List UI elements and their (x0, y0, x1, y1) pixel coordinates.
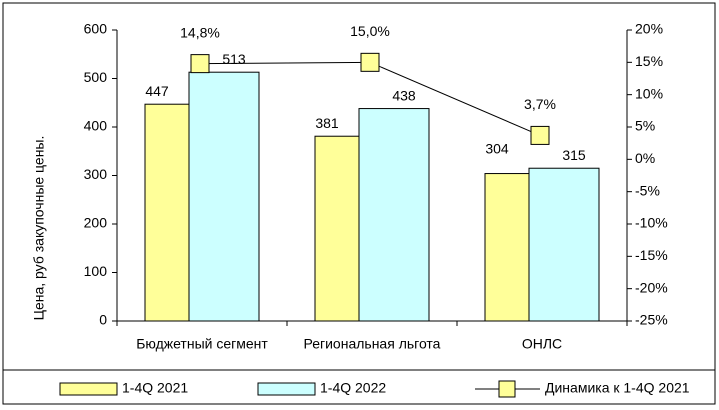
legend-label: 1-4Q 2021 (122, 380, 188, 396)
bar-value-label: 381 (315, 115, 339, 131)
legend-swatch (257, 382, 316, 396)
bar (188, 71, 260, 322)
y-tick-label: 0 (99, 312, 107, 328)
legend-label: Динамика к 1-4Q 2021 (545, 380, 690, 396)
bar-value-label: 304 (485, 140, 509, 156)
bar-value-label: 447 (145, 83, 169, 99)
bar (484, 173, 530, 322)
y-tick-label: 600 (84, 21, 108, 37)
y2-tick-label: -15% (635, 247, 668, 263)
bar (528, 167, 600, 322)
y2-tick-label: 5% (635, 118, 655, 134)
line-marker (530, 125, 550, 145)
y-tick-label: 200 (84, 215, 108, 231)
y-tick-label: 100 (84, 263, 108, 279)
legend-swatch (498, 380, 516, 398)
y2-tick-label: -10% (635, 215, 668, 231)
y2-tick-label: -25% (635, 312, 668, 328)
line-marker (360, 52, 380, 72)
y2-tick-label: 10% (635, 85, 663, 101)
y2-tick-label: 15% (635, 53, 663, 69)
y2-tick-label: -20% (635, 279, 668, 295)
y-tick-label: 400 (84, 118, 108, 134)
line-value-label: 3,7% (524, 96, 556, 112)
bar (314, 135, 360, 322)
legend-frame (2, 369, 716, 405)
y2-tick-label: -5% (635, 182, 660, 198)
bar-value-label: 315 (562, 147, 586, 163)
line-marker (190, 54, 210, 74)
y2-tick-label: 0% (635, 150, 655, 166)
line-value-label: 15,0% (350, 23, 390, 39)
bar-value-label: 513 (222, 51, 246, 67)
line-value-label: 14,8% (180, 24, 220, 40)
bar (358, 108, 430, 322)
legend-swatch (59, 382, 118, 396)
legend-label: 1-4Q 2022 (320, 380, 386, 396)
bar-value-label: 438 (392, 87, 416, 103)
y-tick-label: 500 (84, 69, 108, 85)
x-tick-label: Бюджетный сегмент (136, 336, 268, 352)
y-tick-label: 300 (84, 166, 108, 182)
bar (144, 103, 190, 322)
x-tick-label: Региональная льгота (304, 336, 441, 352)
x-tick-label: ОНЛС (522, 336, 562, 352)
y-axis-label: Цена, руб закупочные цены. (31, 136, 47, 321)
y2-tick-label: 20% (635, 21, 663, 37)
